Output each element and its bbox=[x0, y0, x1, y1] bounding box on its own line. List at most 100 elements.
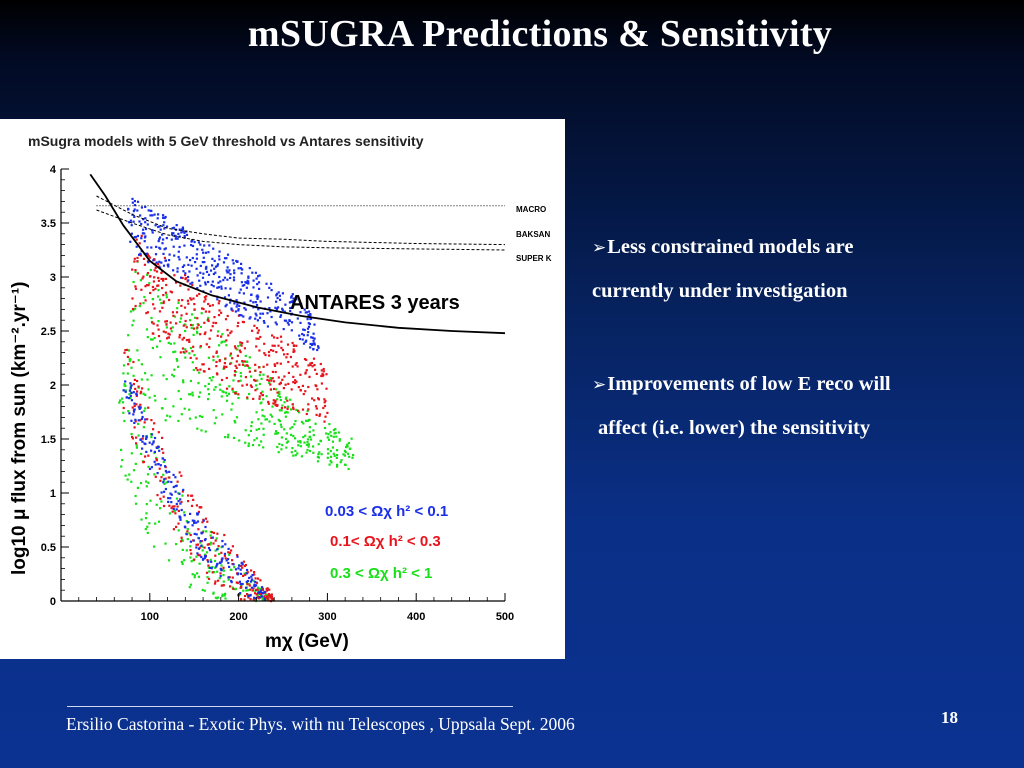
scatter-point bbox=[190, 323, 193, 327]
scatter-point bbox=[216, 334, 219, 337]
scatter-point bbox=[159, 228, 162, 231]
scatter-point bbox=[190, 552, 193, 555]
scatter-point bbox=[289, 398, 292, 401]
scatter-point bbox=[254, 389, 257, 392]
scatter-point bbox=[165, 378, 168, 381]
scatter-point bbox=[197, 575, 200, 578]
scatter-point bbox=[135, 436, 138, 439]
scatter-point bbox=[150, 316, 153, 320]
scatter-point bbox=[250, 421, 253, 424]
scatter-point bbox=[262, 398, 265, 401]
scatter-point bbox=[269, 388, 272, 391]
scatter-point bbox=[220, 551, 223, 554]
scatter-point bbox=[221, 595, 224, 598]
scatter-point bbox=[335, 435, 338, 438]
scatter-point bbox=[253, 573, 256, 576]
scatter-point bbox=[292, 454, 295, 457]
scatter-point bbox=[188, 417, 192, 420]
scatter-point bbox=[329, 459, 332, 462]
scatter-point bbox=[239, 582, 242, 586]
scatter-point bbox=[192, 539, 195, 542]
scatter-point bbox=[164, 331, 167, 334]
scatter-point bbox=[262, 365, 265, 368]
scatter-point bbox=[292, 348, 295, 351]
scatter-point bbox=[175, 502, 178, 505]
scatter-point bbox=[217, 330, 220, 333]
scatter-point bbox=[234, 347, 237, 350]
scatter-point bbox=[142, 426, 145, 429]
y-tick-label: 0 bbox=[50, 596, 56, 608]
scatter-point bbox=[297, 444, 300, 447]
scatter-point bbox=[179, 351, 182, 354]
scatter-point bbox=[195, 294, 199, 297]
scatter-point bbox=[164, 465, 167, 468]
scatter-point bbox=[157, 213, 160, 216]
scatter-point bbox=[205, 270, 209, 273]
scatter-point bbox=[146, 418, 149, 421]
scatter-point bbox=[336, 465, 339, 468]
scatter-point bbox=[207, 564, 210, 567]
scatter-point bbox=[162, 495, 165, 498]
scatter-point bbox=[135, 245, 138, 248]
scatter-point bbox=[179, 518, 182, 521]
scatter-point bbox=[257, 329, 260, 332]
scatter-point bbox=[233, 566, 236, 569]
scatter-point bbox=[327, 438, 331, 441]
scatter-point bbox=[176, 270, 179, 273]
scatter-point bbox=[212, 247, 215, 250]
scatter-point bbox=[145, 437, 148, 440]
scatter-point bbox=[272, 597, 275, 601]
scatter-point bbox=[186, 530, 189, 533]
scatter-point bbox=[246, 583, 249, 586]
scatter-point bbox=[307, 445, 310, 448]
scatter-point bbox=[157, 225, 160, 229]
scatter-point bbox=[287, 360, 290, 364]
scatter-point bbox=[176, 505, 179, 508]
scatter-point bbox=[259, 371, 262, 374]
scatter-point bbox=[261, 312, 265, 315]
scatter-point bbox=[128, 393, 131, 396]
scatter-point bbox=[298, 334, 301, 337]
scatter-point bbox=[148, 522, 151, 525]
scatter-point bbox=[230, 408, 233, 411]
scatter-point bbox=[193, 303, 196, 306]
scatter-point bbox=[232, 262, 235, 265]
scatter-point bbox=[257, 337, 260, 340]
scatter-point bbox=[239, 343, 242, 346]
scatter-point bbox=[312, 445, 315, 448]
scatter-point bbox=[153, 337, 156, 340]
x-tick-label: 200 bbox=[229, 611, 247, 623]
scatter-point bbox=[272, 349, 275, 352]
scatter-point bbox=[203, 557, 206, 560]
scatter-point bbox=[134, 307, 137, 310]
scatter-point bbox=[323, 426, 327, 430]
scatter-point bbox=[168, 415, 172, 418]
scatter-point bbox=[205, 343, 208, 346]
scatter-point bbox=[195, 504, 198, 507]
scatter-point bbox=[159, 497, 162, 500]
scatter-point bbox=[171, 233, 174, 236]
scatter-point bbox=[145, 450, 148, 453]
scatter-point bbox=[159, 464, 162, 467]
scatter-point bbox=[265, 282, 268, 285]
scatter-point bbox=[143, 240, 146, 243]
scatter-point bbox=[126, 355, 129, 358]
scatter-point bbox=[151, 231, 154, 234]
scatter-point bbox=[159, 479, 162, 482]
scatter-point bbox=[259, 312, 262, 315]
scatter-point bbox=[263, 415, 266, 418]
scatter-point bbox=[193, 532, 196, 535]
scatter-point bbox=[256, 331, 259, 334]
scatter-point bbox=[129, 310, 132, 313]
scatter-point bbox=[164, 291, 167, 294]
scatter-point bbox=[258, 366, 261, 369]
scatter-point bbox=[311, 397, 314, 400]
scatter-point bbox=[175, 311, 179, 314]
scatter-point bbox=[239, 371, 242, 375]
scatter-point bbox=[157, 335, 161, 338]
scatter-point bbox=[162, 279, 165, 282]
scatter-point bbox=[283, 375, 286, 378]
scatter-point bbox=[194, 261, 197, 264]
scatter-point bbox=[131, 437, 134, 440]
scatter-point bbox=[134, 462, 137, 465]
